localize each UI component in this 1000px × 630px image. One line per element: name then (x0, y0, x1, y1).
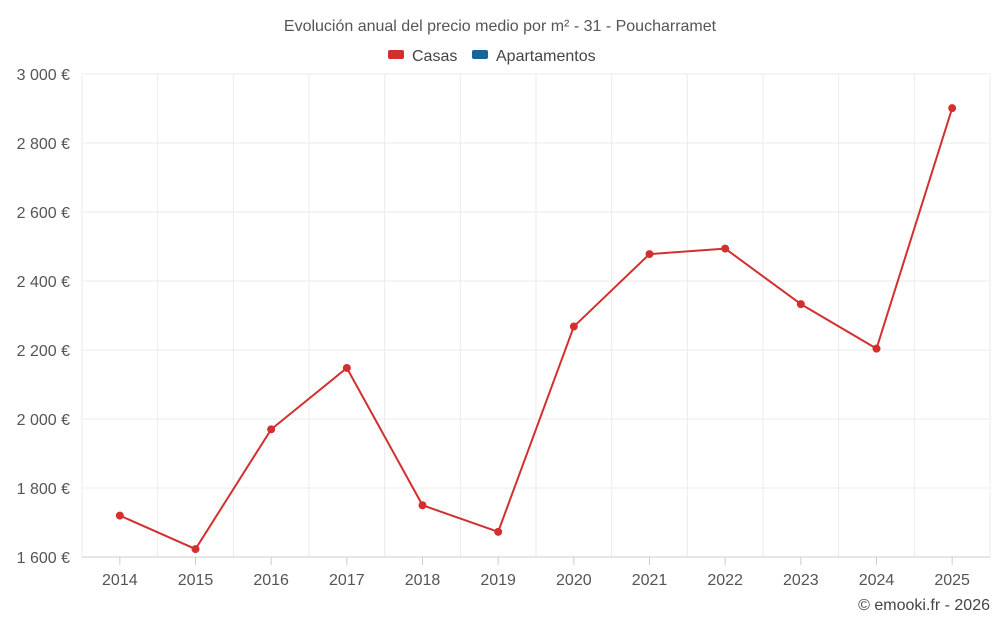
x-tick-label: 2016 (253, 572, 289, 589)
y-tick-label: 2 200 € (17, 343, 70, 360)
credit-text: © emooki.fr - 2026 (858, 597, 990, 614)
data-point-casas[interactable] (418, 501, 427, 510)
y-axis: 1 600 € 1 800 € 2 000 € 2 200 € 2 400 € 2 600… (17, 67, 70, 567)
data-point-casas[interactable] (267, 425, 276, 434)
y-tick-label: 2 800 € (17, 136, 70, 153)
chart-title: Evolución anual del precio medio por m² … (284, 18, 717, 35)
legend-item-casas[interactable]: Casas (388, 48, 457, 65)
y-tick-label: 3 000 € (17, 67, 70, 84)
y-tick-label: 2 000 € (17, 412, 70, 429)
gridlines (81, 73, 991, 558)
legend: Casas Apartamentos (388, 48, 596, 65)
x-tick-label: 2019 (480, 572, 516, 589)
x-tick-label: 2015 (178, 572, 214, 589)
x-tick-label: 2023 (783, 572, 819, 589)
data-point-casas[interactable] (721, 244, 730, 253)
data-point-casas[interactable] (494, 527, 503, 536)
y-tick-label: 1 800 € (17, 481, 70, 498)
legend-label-apartamentos: Apartamentos (496, 48, 596, 65)
y-tick-label: 2 400 € (17, 274, 70, 291)
data-point-casas[interactable] (115, 511, 124, 520)
data-point-casas[interactable] (645, 250, 654, 259)
series-layer (115, 104, 957, 554)
x-tick-label: 2020 (556, 572, 592, 589)
series-line-casas (119, 107, 954, 551)
legend-swatch-apartamentos (472, 50, 488, 59)
x-tick-label: 2018 (405, 572, 441, 589)
legend-label-casas: Casas (412, 48, 457, 65)
x-tick-label: 2021 (632, 572, 668, 589)
x-axis: 2014 2015 2016 2017 2018 2019 2020 2021 2022 2023… (102, 557, 970, 589)
y-tick-label: 1 600 € (17, 550, 70, 567)
x-tick-label: 2017 (329, 572, 365, 589)
data-point-casas[interactable] (191, 545, 200, 554)
data-point-casas[interactable] (569, 322, 578, 331)
x-tick-label: 2022 (707, 572, 743, 589)
x-tick-label: 2014 (102, 572, 138, 589)
legend-item-apartamentos[interactable]: Apartamentos (472, 48, 596, 65)
x-tick-label: 2025 (934, 572, 970, 589)
x-tick-label: 2024 (859, 572, 895, 589)
y-tick-label: 2 600 € (17, 205, 70, 222)
data-point-casas[interactable] (872, 344, 881, 353)
data-point-casas[interactable] (796, 300, 805, 309)
data-point-casas[interactable] (342, 363, 351, 372)
legend-swatch-casas (388, 50, 404, 59)
data-point-casas[interactable] (948, 104, 957, 113)
